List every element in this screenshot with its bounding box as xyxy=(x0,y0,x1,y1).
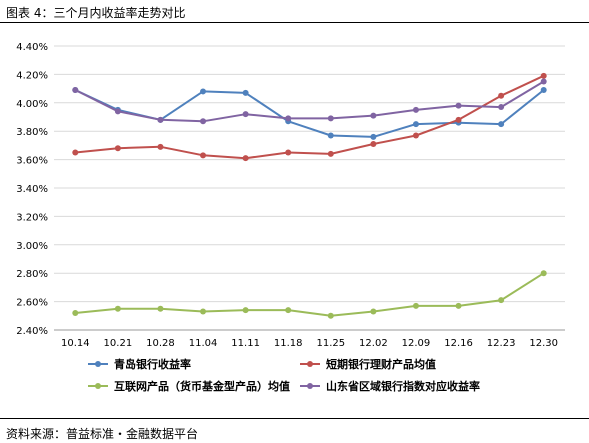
data-point xyxy=(412,302,419,309)
y-tick-label: 3.00% xyxy=(16,241,48,252)
source-note: 资料来源：普益标准・金融数据平台 xyxy=(6,427,199,441)
legend-swatch-marker xyxy=(307,383,313,389)
data-point xyxy=(157,143,164,150)
data-point xyxy=(455,302,462,309)
data-point xyxy=(200,308,207,315)
data-point xyxy=(370,140,377,147)
data-point xyxy=(242,89,249,96)
legend-swatch-marker xyxy=(95,383,101,389)
data-point xyxy=(72,309,79,316)
x-axis-labels: 10.14 10.21 10.28 11.04 11.11 11.18 11.25 12.02… xyxy=(61,338,558,349)
x-tick-label: 10.14 xyxy=(61,338,90,349)
data-point xyxy=(455,102,462,109)
data-point xyxy=(157,116,164,123)
data-point xyxy=(540,78,547,85)
legend-label: 互联网产品（货币基金型产品）均值 xyxy=(114,379,290,393)
data-point xyxy=(327,312,334,319)
y-axis-labels: 2.40% 2.60% 2.80% 3.00% 3.20% 3.40% 3.60% 3.80%… xyxy=(16,42,48,337)
x-tick-label: 12.02 xyxy=(359,338,388,349)
data-point xyxy=(498,121,505,128)
legend-swatch-marker xyxy=(95,361,101,367)
data-point xyxy=(412,106,419,113)
data-point xyxy=(285,149,292,156)
legend-label: 短期银行理财产品均值 xyxy=(326,357,436,371)
series-line-1 xyxy=(74,89,545,138)
y-tick-label: 3.40% xyxy=(16,184,48,195)
data-point xyxy=(370,112,377,119)
data-point xyxy=(540,72,547,79)
figure-title: 图表 4：三个月内收益率走势对比 xyxy=(6,6,186,20)
data-point xyxy=(540,270,547,277)
line-chart: 2.40% 2.60% 2.80% 3.00% 3.20% 3.40% 3.60% 3.80%… xyxy=(16,42,565,393)
y-tick-label: 4.00% xyxy=(16,99,48,110)
data-point xyxy=(327,115,334,122)
data-point xyxy=(498,297,505,304)
x-tick-label: 11.04 xyxy=(189,338,218,349)
x-tick-label: 12.09 xyxy=(402,338,431,349)
x-tick-label: 11.25 xyxy=(316,338,345,349)
legend-swatch-marker xyxy=(307,361,313,367)
legend-label: 青岛银行收益率 xyxy=(114,357,191,371)
series-lines xyxy=(72,72,547,319)
series-line-3 xyxy=(75,272,545,317)
data-point xyxy=(72,87,79,94)
data-point xyxy=(242,111,249,118)
data-point xyxy=(200,118,207,125)
data-point xyxy=(200,88,207,95)
x-tick-label: 12.23 xyxy=(487,338,516,349)
chart-grid xyxy=(54,45,565,331)
footer-divider xyxy=(0,418,589,419)
x-tick-label: 10.28 xyxy=(146,338,175,349)
data-point xyxy=(412,121,419,128)
data-point xyxy=(540,87,547,94)
title-divider xyxy=(0,22,589,23)
data-point xyxy=(412,132,419,139)
y-tick-label: 2.40% xyxy=(16,326,48,337)
data-point xyxy=(285,307,292,314)
x-tick-label: 10.21 xyxy=(104,338,133,349)
data-point xyxy=(327,150,334,157)
data-point xyxy=(370,308,377,315)
y-tick-label: 4.40% xyxy=(16,42,48,53)
y-tick-label: 4.20% xyxy=(16,70,48,81)
x-tick-label: 12.30 xyxy=(529,338,558,349)
data-point xyxy=(370,133,377,140)
data-point xyxy=(242,155,249,162)
x-tick-label: 11.11 xyxy=(231,338,260,349)
data-point xyxy=(498,92,505,99)
data-point xyxy=(72,149,79,156)
y-tick-label: 3.20% xyxy=(16,212,48,223)
y-tick-label: 2.60% xyxy=(16,298,48,309)
data-point xyxy=(242,307,249,314)
data-point xyxy=(455,116,462,123)
data-point xyxy=(114,108,121,115)
y-tick-label: 3.80% xyxy=(16,127,48,138)
y-tick-label: 2.80% xyxy=(16,269,48,280)
y-tick-label: 3.60% xyxy=(16,156,48,167)
data-point xyxy=(498,104,505,111)
data-point xyxy=(114,305,121,312)
x-tick-label: 11.18 xyxy=(274,338,303,349)
data-point xyxy=(327,132,334,139)
data-point xyxy=(114,145,121,152)
data-point xyxy=(157,305,164,312)
legend-label: 山东省区域银行指数对应收益率 xyxy=(326,379,480,393)
series-line-4 xyxy=(74,80,545,123)
x-tick-label: 12.16 xyxy=(444,338,473,349)
data-point xyxy=(285,115,292,122)
series-line-2 xyxy=(75,74,545,160)
data-point xyxy=(200,152,207,159)
